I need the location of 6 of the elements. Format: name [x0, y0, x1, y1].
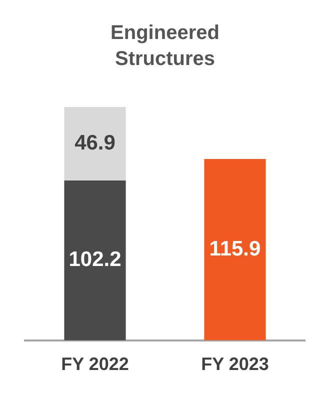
data-label: 102.2	[68, 248, 122, 272]
x-tick-label: FY 2023	[201, 354, 269, 374]
x-tick-label: FY 2022	[61, 354, 129, 374]
data-label: 46.9	[74, 132, 116, 155]
data-label: 115.9	[209, 238, 261, 261]
chart-title: Engineered Structures	[110, 21, 220, 72]
